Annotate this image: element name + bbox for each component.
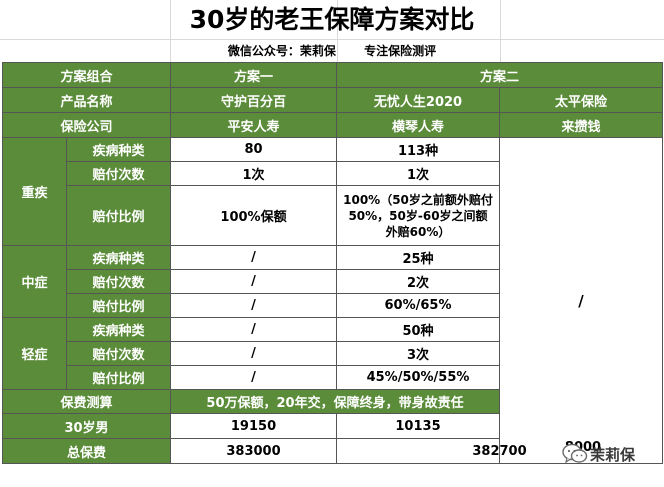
table-row: 赔付次数 / 3次 [3,341,663,366]
gridline [0,39,664,40]
company3-name: 来攒钱 [499,112,664,138]
row-label: 赔付比例 [65,293,172,318]
row-label: 赔付比例 [65,185,172,246]
plan1-cell: / [170,245,338,270]
plan2-cell: 60%/65% [336,293,501,318]
premium-plan1: 19150 [170,413,338,439]
company-label: 保险公司 [1,112,172,138]
table-row: 赔付次数 / 2次 [3,269,663,294]
combo-label: 方案组合 [1,62,172,88]
section-mild: 轻症 [2,317,67,390]
plan1-cell: / [170,269,338,294]
gridline [500,0,501,62]
plan2-cell: 50种 [336,317,501,342]
row-label: 疾病种类 [65,317,172,342]
plan2-cell: 1次 [336,161,501,186]
row-label: 赔付次数 [65,269,172,294]
row-label: 赔付次数 [65,161,172,186]
table-row: 保费测算 50万保额，20年交，保障终身，带身故责任 [1,389,663,414]
table-row: 方案组合 方案一 方案二 [1,62,664,88]
plan2-cell: 113种 [336,137,501,162]
table-row: 总保费 383000 382700 [1,438,664,464]
premium-label: 保费测算 [1,389,172,414]
watermark-text: 茉莉保 [590,445,636,464]
table-row: 赔付比例 / 45%/50%/55% [3,365,663,390]
table-row: 赔付比例 / 60%/65% [3,293,663,318]
plan1-cell: 100%保额 [170,185,338,246]
plan2-cell: 100%（50岁之前额外赔付50%，50岁-60岁之间额外赔60%） [336,185,501,246]
plan2-cell: 45%/50%/55% [336,365,501,390]
plan1-cell: 80 [170,137,338,162]
product1-name: 守护百分百 [170,87,338,113]
table-row: 30岁男 19150 10135 [1,413,663,439]
plan2-cell: 3次 [336,341,501,366]
table-row: 赔付比例 100%保额 100%（50岁之前额外赔付50%，50岁-60岁之间额… [3,185,663,246]
subtitle-slogan: 专注保险测评 [364,44,437,58]
total-plan2: 382700 [336,438,664,464]
table-row: 保险公司 平安人寿 横琴人寿 来攒钱 [1,112,664,138]
wechat-icon [562,443,588,464]
row-label: 疾病种类 [65,137,172,162]
male-label: 30岁男 [1,413,172,439]
plan1-cell: / [170,365,338,390]
plan1-cell: / [170,293,338,318]
company2-name: 横琴人寿 [336,112,501,138]
plan2-cell: 25种 [336,245,501,270]
section-critical: 重疾 [2,137,67,246]
page-title: 30岁的老王保障方案对比 [189,5,475,34]
product3-name: 太平保险 [499,87,664,113]
plan1-header: 方案一 [170,62,338,88]
section-moderate: 中症 [2,245,67,318]
table-row: 中症 疾病种类 / 25种 [2,245,663,318]
subtitle-account: 微信公众号：茉莉保 [227,44,336,58]
total-label: 总保费 [1,438,172,464]
plan1-cell: / [170,341,338,366]
plan1-cell: / [170,317,338,342]
plan2-cell: 2次 [336,269,501,294]
row-label: 疾病种类 [65,245,172,270]
row-label: 赔付比例 [65,365,172,390]
table-row: 产品名称 守护百分百 无忧人生2020 太平保险 [1,87,664,113]
watermark: 茉莉保 [562,442,658,466]
company1-name: 平安人寿 [170,112,338,138]
premium-plan2: 10135 [336,413,501,439]
gridline [337,0,338,62]
plan1-cell: 1次 [170,161,338,186]
row-label: 赔付次数 [65,341,172,366]
premium-note: 50万保额，20年交，保障终身，带身故责任 [170,389,501,414]
plan2-header: 方案二 [336,62,664,88]
subtitle: 微信公众号：茉莉保 专注保险测评 [0,40,664,62]
taiping-merged-cell: / [499,137,664,464]
product2-name: 无忧人生2020 [336,87,501,113]
product-label: 产品名称 [1,87,172,113]
gridline [170,0,171,62]
total-plan1: 383000 [170,438,338,464]
comparison-table: 方案组合 方案一 方案二 产品名称 守护百分百 无忧人生2020 太平保险 保险… [1,62,664,464]
table-row: 重疾 疾病种类 80 113种 / [2,137,664,464]
